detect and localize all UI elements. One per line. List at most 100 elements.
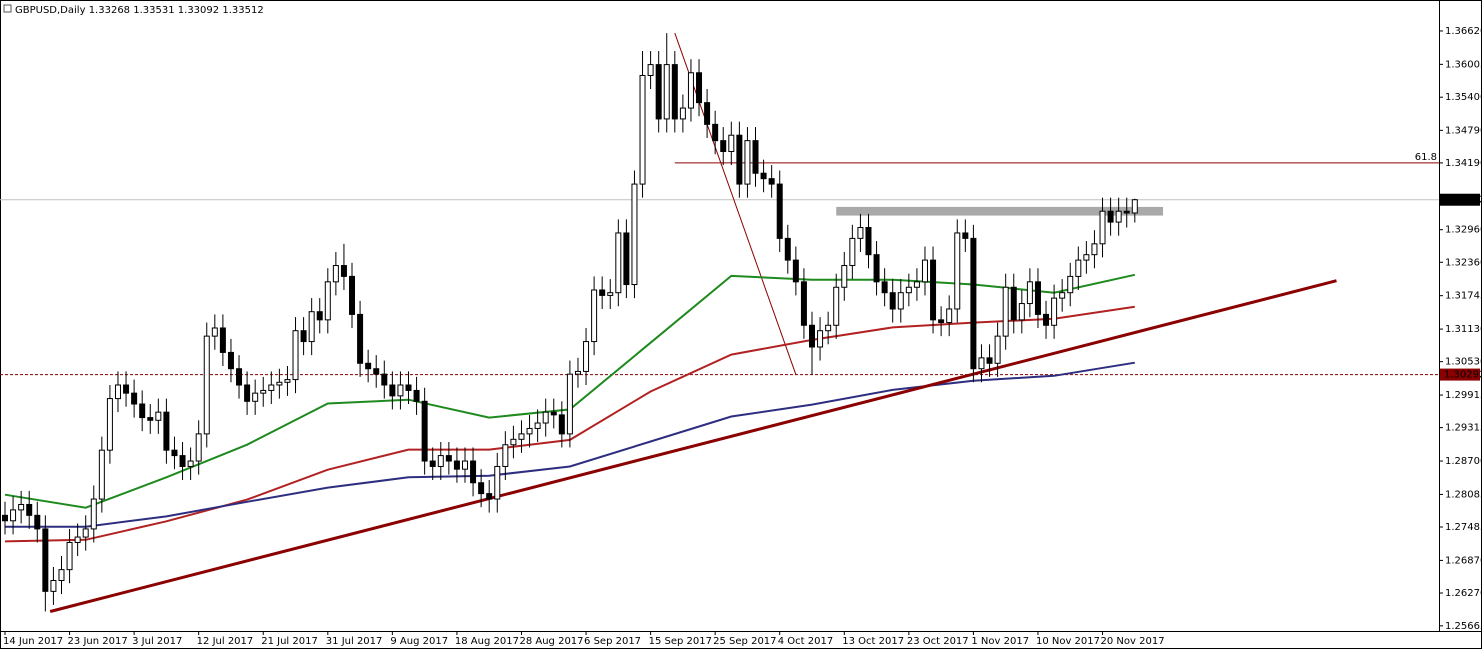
candle-body [607, 292, 614, 296]
candle-body [1051, 297, 1058, 326]
candle-body [518, 433, 525, 440]
price-box-label: 1.33512 [1444, 195, 1482, 206]
candle-body [413, 389, 420, 402]
candle-body [728, 134, 735, 153]
candle-body [66, 541, 73, 571]
candle-body [445, 455, 452, 462]
candle-body [139, 403, 146, 419]
trendline [49, 279, 1337, 613]
candle-body [841, 265, 848, 288]
candle-body [340, 265, 347, 277]
header-icon [3, 4, 12, 13]
candle-body [373, 368, 380, 375]
candle-body [478, 482, 485, 495]
candle-body [34, 514, 41, 530]
candle-body [865, 227, 872, 256]
open-price: 1.33268 [89, 5, 130, 16]
candle-body [655, 64, 662, 120]
y-tick-label: 1.35400 [1445, 92, 1482, 103]
plot-area: 61.8 [0, 32, 1439, 613]
chart-header: GBPUSD,Daily 1.33268 1.33531 1.33092 1.3… [3, 4, 264, 16]
candle-body [349, 275, 356, 315]
y-tick-label: 1.34790 [1445, 125, 1482, 136]
resistance-zone [836, 206, 1164, 216]
candle-body [574, 370, 581, 375]
candle-body [461, 460, 468, 470]
candle-body [1091, 243, 1098, 256]
candle-body [42, 528, 49, 592]
candle-body [405, 384, 412, 391]
candle-body [1115, 210, 1122, 223]
candle-body [179, 455, 186, 467]
candle-body [800, 281, 807, 326]
candle-body [203, 335, 210, 435]
candle-body [486, 493, 493, 500]
candle-body [978, 357, 985, 370]
x-tick-label: 6 Sep 2017 [584, 636, 641, 647]
candle-body [591, 289, 598, 343]
candle-body [1083, 254, 1090, 261]
candle-body [542, 411, 549, 424]
candle-body [583, 341, 590, 372]
candle-body [429, 460, 436, 467]
y-tick-label: 1.28085 [1445, 489, 1482, 500]
candle-body [1026, 281, 1033, 305]
candle-body [50, 579, 57, 592]
x-tick-label: 20 Nov 2017 [1101, 636, 1165, 647]
candle-body [615, 232, 622, 294]
y-tick-label: 1.34190 [1445, 158, 1482, 169]
candle-body [470, 460, 477, 484]
candle-body [938, 319, 945, 324]
candle-body [252, 392, 259, 402]
candle-body [276, 381, 283, 386]
y-tick-label: 1.32960 [1445, 225, 1482, 236]
candle-body [671, 64, 678, 120]
symbol: GBPUSD,Daily [15, 5, 86, 16]
candle-body [90, 498, 97, 530]
candle-body [1010, 286, 1017, 321]
x-tick-label: 9 Aug 2017 [390, 636, 448, 647]
y-tick-label: 1.31130 [1445, 324, 1482, 335]
candle-body [195, 433, 202, 462]
candle-body [1107, 210, 1114, 223]
y-tick-label: 1.27485 [1445, 522, 1482, 533]
header-text: GBPUSD,Daily 1.33268 1.33531 1.33092 1.3… [15, 5, 264, 16]
candle-body [437, 455, 444, 467]
candle-body [962, 232, 969, 239]
candle-body [26, 503, 33, 516]
x-tick-label: 13 Oct 2017 [842, 636, 904, 647]
candle-body [82, 528, 89, 538]
candle-body [704, 102, 711, 125]
candle-body [1075, 259, 1082, 277]
candle-body [687, 72, 694, 109]
moving-average [5, 361, 1135, 528]
y-tick-label: 1.25665 [1445, 621, 1482, 632]
low-price: 1.33092 [178, 5, 219, 16]
candle-body [2, 514, 8, 522]
candle-body [1018, 303, 1025, 321]
candle-body [268, 384, 275, 391]
candle-body [260, 389, 267, 394]
x-tick-label: 10 Nov 2017 [1036, 636, 1100, 647]
candle-body [1099, 210, 1106, 245]
y-tick-label: 1.30530 [1445, 357, 1482, 368]
candle-body [494, 465, 501, 500]
candle-body [1131, 199, 1138, 214]
candle-body [1034, 281, 1041, 315]
candle-body [123, 384, 130, 394]
candle-body [219, 327, 226, 353]
candle-body [921, 259, 928, 283]
candle-body [300, 330, 307, 343]
candle-body [236, 368, 243, 386]
candle-body [631, 183, 638, 286]
candle-body [131, 392, 138, 405]
candle-body [550, 411, 557, 416]
y-tick-label: 1.26870 [1445, 555, 1482, 566]
candle-body [510, 438, 517, 446]
y-tick-label: 1.31745 [1445, 291, 1482, 302]
y-tick-label: 1.32360 [1445, 257, 1482, 268]
x-tick-label: 18 Aug 2017 [455, 636, 519, 647]
candle-body [453, 460, 460, 470]
candle-body [776, 183, 783, 239]
